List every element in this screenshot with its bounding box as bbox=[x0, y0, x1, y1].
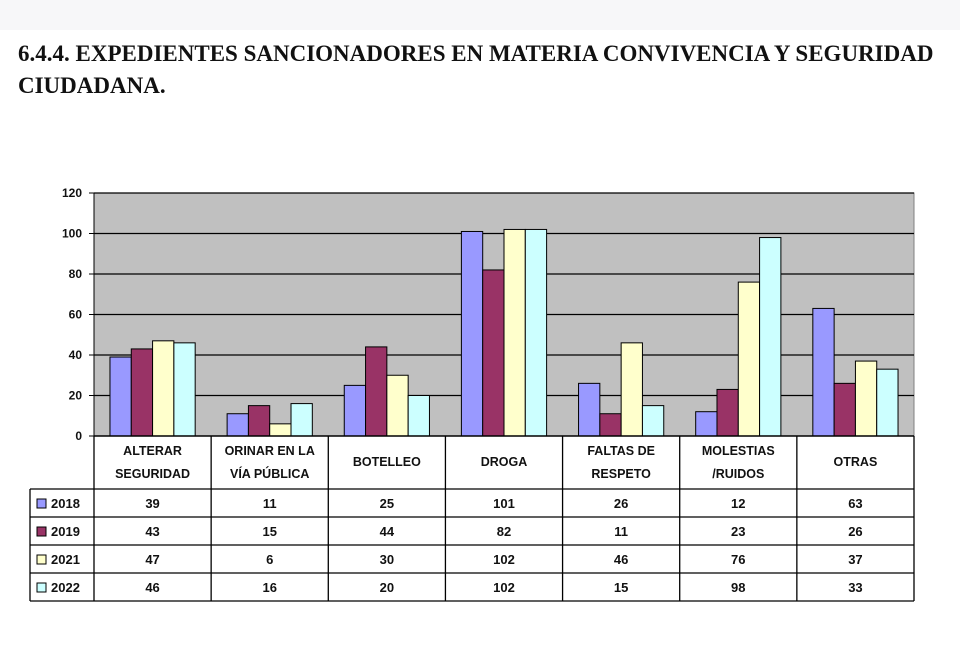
bar-2022 bbox=[759, 237, 782, 437]
bar-2021 bbox=[854, 360, 878, 437]
category-label: ALTERAR bbox=[123, 444, 182, 458]
bar-2019 bbox=[130, 348, 154, 437]
legend-swatch-2019 bbox=[36, 526, 47, 537]
bar-2022 bbox=[641, 405, 665, 437]
category-label: RESPETO bbox=[591, 467, 651, 481]
bar-2022 bbox=[407, 395, 430, 437]
table-cell: 76 bbox=[731, 552, 745, 567]
category-label: /RUIDOS bbox=[712, 467, 764, 481]
table-cell: 33 bbox=[848, 580, 862, 595]
bar-2018 bbox=[812, 307, 835, 437]
y-tick-label: 60 bbox=[69, 308, 83, 322]
table-cell: 43 bbox=[145, 524, 159, 539]
bar-2018 bbox=[695, 411, 718, 437]
category-label: OTRAS bbox=[834, 455, 878, 469]
category-label: DROGA bbox=[481, 455, 528, 469]
legend-label: 2021 bbox=[51, 552, 80, 567]
category-label: FALTAS DE bbox=[587, 444, 655, 458]
table-cell: 11 bbox=[614, 524, 628, 539]
table-cell: 47 bbox=[145, 552, 159, 567]
table-cell: 46 bbox=[145, 580, 159, 595]
bar-2021 bbox=[269, 423, 292, 437]
table-cell: 26 bbox=[614, 496, 628, 511]
bar-2021 bbox=[386, 374, 409, 437]
y-tick-label: 20 bbox=[69, 389, 83, 403]
table-cell: 25 bbox=[380, 496, 394, 511]
bar-2021 bbox=[620, 342, 643, 437]
bar-2019 bbox=[716, 388, 739, 437]
table-cell: 101 bbox=[493, 496, 515, 511]
bar-2018 bbox=[343, 384, 367, 437]
table-cell: 23 bbox=[731, 524, 745, 539]
bar-2022 bbox=[876, 368, 899, 437]
category-label: BOTELLEO bbox=[353, 455, 421, 469]
table-cell: 46 bbox=[614, 552, 628, 567]
table-cell: 98 bbox=[731, 580, 745, 595]
top-bar bbox=[0, 0, 960, 30]
legend-swatch-2018 bbox=[36, 498, 47, 509]
bar-2018 bbox=[460, 230, 484, 437]
y-tick-label: 80 bbox=[69, 267, 83, 281]
table-cell: 11 bbox=[263, 496, 277, 511]
legend-label: 2018 bbox=[51, 496, 80, 511]
table-cell: 26 bbox=[848, 524, 862, 539]
bar-2019 bbox=[365, 346, 388, 437]
table-cell: 12 bbox=[731, 496, 745, 511]
category-label: SEGURIDAD bbox=[115, 467, 190, 481]
legend-label: 2019 bbox=[51, 524, 80, 539]
table-cell: 30 bbox=[380, 552, 394, 567]
category-label: VÍA PÚBLICA bbox=[230, 466, 309, 481]
bar-2018 bbox=[578, 382, 601, 437]
table-cell: 37 bbox=[848, 552, 862, 567]
legend-swatch-2022 bbox=[36, 582, 47, 593]
table-cell: 6 bbox=[266, 552, 273, 567]
table-cell: 63 bbox=[848, 496, 862, 511]
bar-2019 bbox=[482, 269, 505, 437]
table-cell: 102 bbox=[493, 580, 515, 595]
y-tick-label: 100 bbox=[62, 227, 82, 241]
category-label: MOLESTIAS bbox=[702, 444, 775, 458]
legend-swatch-2021 bbox=[36, 554, 47, 565]
page-title: 6.4.4. EXPEDIENTES SANCIONADORES EN MATE… bbox=[18, 41, 934, 98]
table-cell: 15 bbox=[614, 580, 628, 595]
bar-2021 bbox=[503, 228, 526, 437]
table-cell: 20 bbox=[380, 580, 394, 595]
bar-2021 bbox=[737, 281, 761, 437]
bar-2019 bbox=[833, 382, 856, 437]
bar-2019 bbox=[247, 405, 271, 437]
bar-2019 bbox=[599, 413, 622, 437]
table-cell: 16 bbox=[262, 580, 276, 595]
table-cell: 102 bbox=[493, 552, 515, 567]
y-tick-label: 0 bbox=[75, 429, 82, 443]
table-cell: 39 bbox=[145, 496, 159, 511]
y-tick-label: 40 bbox=[69, 348, 83, 362]
table-cell: 44 bbox=[380, 524, 395, 539]
bar-2018 bbox=[109, 356, 132, 437]
table-cell: 82 bbox=[497, 524, 511, 539]
bar-2021 bbox=[152, 340, 175, 437]
y-tick-label: 120 bbox=[62, 186, 82, 200]
bar-2022 bbox=[173, 342, 196, 437]
category-label: ORINAR EN LA bbox=[225, 444, 315, 458]
bar-2022 bbox=[524, 228, 548, 437]
table-cell: 15 bbox=[262, 524, 276, 539]
legend-label: 2022 bbox=[51, 580, 80, 595]
bar-2018 bbox=[226, 413, 249, 437]
bar-2022 bbox=[290, 403, 313, 437]
